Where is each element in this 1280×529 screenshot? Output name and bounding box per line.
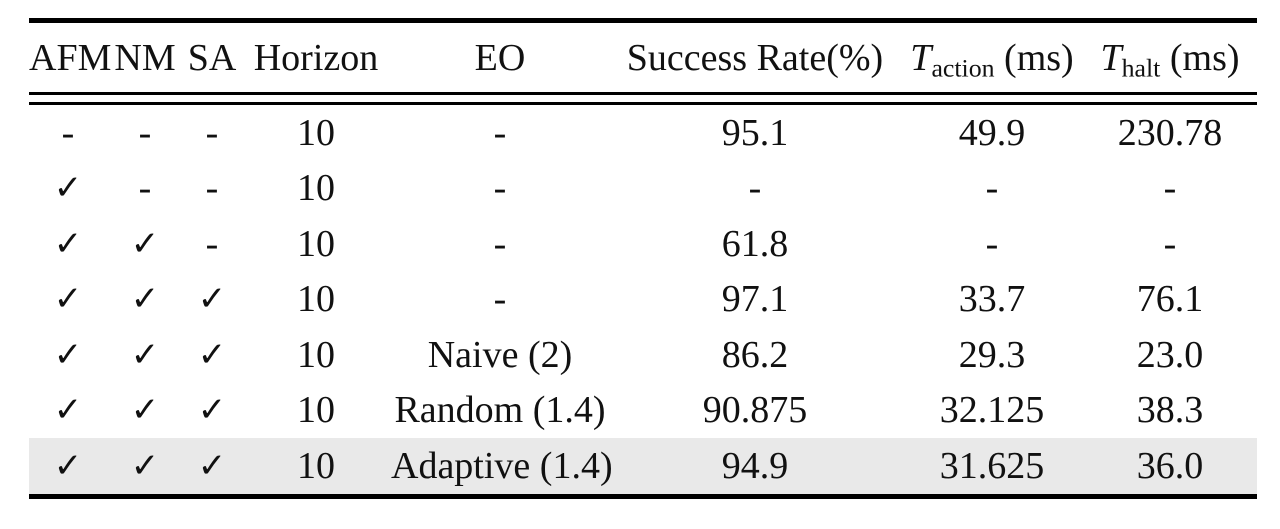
cell-success-rate: - [748,167,762,210]
cell-success-rate: 86.2 [721,333,789,376]
col-header-afm: AFM [29,36,112,79]
t-halt-symbol: T [1100,36,1122,79]
cell-afm: ✓ [53,168,83,209]
cell-afm: ✓ [53,223,83,264]
cell-horizon: 10 [297,222,335,265]
ablation-results-table: AFM NM SA Horizon EO Success Rate(%) Tac… [29,18,1257,499]
col-header-t-action: Taction (ms) [901,23,1083,92]
cell-t-halt: - [1163,167,1177,210]
results-table-body: - - - 10 - 95.1 49.9 230.78 ✓ - - 10 - -… [29,105,1257,494]
cell-t-action: 32.125 [939,389,1045,432]
t-halt-unit: (ms) [1160,36,1240,79]
cell-eo: Random (1.4) [394,389,606,432]
cell-horizon: 10 [297,278,335,321]
col-header-t-halt: Thalt (ms) [1083,23,1257,92]
cell-horizon: 10 [297,167,335,210]
cell-sa: - [205,222,219,265]
header-double-rule [29,92,1257,105]
cell-afm: ✓ [53,279,83,320]
cell-eo: - [493,222,507,265]
cell-afm: ✓ [53,445,83,486]
cell-nm: ✓ [130,390,160,431]
table-row: ✓ ✓ ✓ 10 Random (1.4) 90.875 32.125 38.3 [29,383,1257,439]
table-row: ✓ ✓ ✓ 10 - 97.1 33.7 76.1 [29,272,1257,328]
cell-t-halt: 230.78 [1117,111,1223,154]
cell-eo: - [493,278,507,321]
table-row: - - - 10 - 95.1 49.9 230.78 [29,105,1257,161]
cell-success-rate: 90.875 [702,389,808,432]
cell-t-action: 33.7 [958,278,1026,321]
t-action-symbol: T [910,36,932,79]
results-table: AFM NM SA Horizon EO Success Rate(%) Tac… [29,23,1257,92]
cell-eo: Adaptive (1.4) [391,444,613,487]
cell-nm: - [138,111,152,154]
cell-horizon: 10 [297,444,335,487]
cell-horizon: 10 [297,111,335,154]
cell-horizon: 10 [297,389,335,432]
cell-horizon: 10 [297,333,335,376]
header-row: AFM NM SA Horizon EO Success Rate(%) Tac… [29,23,1257,92]
cell-success-rate: 94.9 [721,444,789,487]
col-header-sa: SA [187,36,237,79]
col-header-horizon: Horizon [253,36,379,79]
cell-sa: ✓ [197,334,227,375]
cell-afm: - [61,111,75,154]
cell-t-action: 29.3 [958,333,1026,376]
table-row-highlighted: ✓ ✓ ✓ 10 Adaptive (1.4) 94.9 31.625 36.0 [29,438,1257,494]
t-action-subscript: action [931,52,995,82]
cell-t-halt: 36.0 [1136,444,1204,487]
cell-eo: - [493,111,507,154]
cell-t-action: 49.9 [958,111,1026,154]
cell-t-action: - [985,222,999,265]
cell-nm: - [138,167,152,210]
cell-eo: Naive (2) [427,333,573,376]
cell-sa: - [205,111,219,154]
cell-nm: ✓ [130,279,160,320]
cell-sa: - [205,167,219,210]
cell-eo: - [493,167,507,210]
top-rule [29,18,1257,23]
cell-nm: ✓ [130,445,160,486]
table-row: ✓ ✓ - 10 - 61.8 - - [29,216,1257,272]
cell-afm: ✓ [53,390,83,431]
cell-t-action: - [985,167,999,210]
cell-success-rate: 97.1 [721,278,789,321]
cell-t-halt: 76.1 [1136,278,1204,321]
bottom-rule [29,493,1257,499]
col-header-success-rate: Success Rate(%) [626,36,884,79]
cell-afm: ✓ [53,334,83,375]
cell-t-halt: 23.0 [1136,333,1204,376]
table-row: ✓ ✓ ✓ 10 Naive (2) 86.2 29.3 23.0 [29,327,1257,383]
cell-t-halt: - [1163,222,1177,265]
table-row: ✓ - - 10 - - - - [29,161,1257,217]
cell-t-action: 31.625 [939,444,1045,487]
cell-nm: ✓ [130,334,160,375]
cell-success-rate: 61.8 [721,222,789,265]
cell-sa: ✓ [197,279,227,320]
col-header-nm: NM [114,36,176,79]
t-action-unit: (ms) [994,36,1074,79]
cell-sa: ✓ [197,390,227,431]
t-halt-subscript: halt [1121,52,1161,82]
cell-sa: ✓ [197,445,227,486]
cell-nm: ✓ [130,223,160,264]
cell-success-rate: 95.1 [721,111,789,154]
col-header-eo: EO [474,36,526,79]
cell-t-halt: 38.3 [1136,389,1204,432]
